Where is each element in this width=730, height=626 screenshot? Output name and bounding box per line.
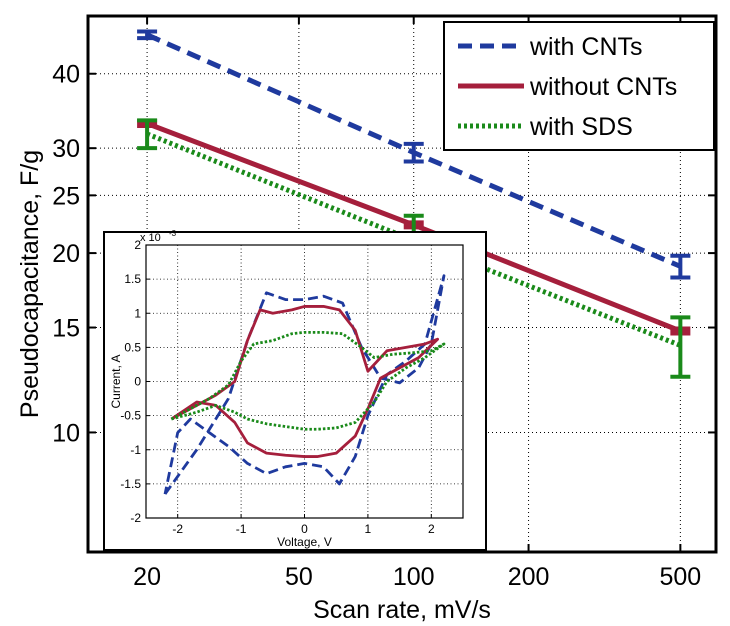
x-tick-label: 20: [133, 563, 161, 591]
x-tick-label: 100: [393, 563, 435, 591]
inset-exponent: -3: [169, 229, 177, 238]
inset-series-line-1: [170, 305, 440, 458]
y-axis-title: Pseudocapacitance, F/g: [16, 150, 44, 418]
inset-x-axis-title: Voltage, V: [277, 535, 332, 549]
inset-x-tick-label: -1: [236, 522, 247, 536]
legend-label: with SDS: [529, 113, 633, 141]
y-tick-label: 30: [52, 135, 80, 163]
inset-background: [103, 231, 487, 551]
legend-label: with CNTs: [529, 33, 643, 61]
inset-y-tick-label: 1.5: [124, 272, 141, 286]
y-tick-label: 10: [52, 419, 80, 447]
plot-frame: [86, 14, 718, 554]
inset-x-tick-label: 0: [301, 522, 308, 536]
inset-chart: -2 -1 0 1 2-2-1.5-1-0.500.511.52 x 10 -3Voltag…: [103, 229, 487, 551]
inset-y-tick-label: -1.5: [120, 477, 141, 491]
inset-x-tick-label: -2: [172, 522, 183, 536]
inset-y-tick-label: 0: [134, 375, 141, 389]
x-tick-label: 50: [285, 563, 313, 591]
inset-multiplier: x 10: [140, 232, 161, 244]
inset-frame: [145, 244, 464, 519]
y-tick-label: 15: [52, 315, 80, 343]
y-tick-label: 25: [52, 182, 80, 210]
y-tick-label: 20: [52, 240, 80, 268]
inset-x-tick-label: 1: [365, 522, 372, 536]
inset-series-line-2: [170, 330, 446, 431]
inset-y-tick-label: 1: [134, 306, 141, 320]
inset-y-tick-label: -1: [130, 443, 141, 457]
inset-y-tick-label: 0.5: [124, 340, 141, 354]
inset-y-tick-label: -2: [130, 511, 141, 525]
inset-y-tick-label: 2: [134, 238, 141, 252]
legend-label: without CNTs: [529, 73, 677, 101]
inset-x-tick-label: 2: [428, 522, 435, 536]
x-tick-label: 500: [660, 563, 702, 591]
y-tick-label: 40: [52, 61, 80, 89]
x-tick-label: 200: [508, 563, 550, 591]
inset-y-tick-label: -0.5: [120, 409, 141, 423]
inset-y-axis-title: Current, A: [109, 354, 123, 408]
x-axis-title: Scan rate, mV/s: [313, 596, 491, 624]
